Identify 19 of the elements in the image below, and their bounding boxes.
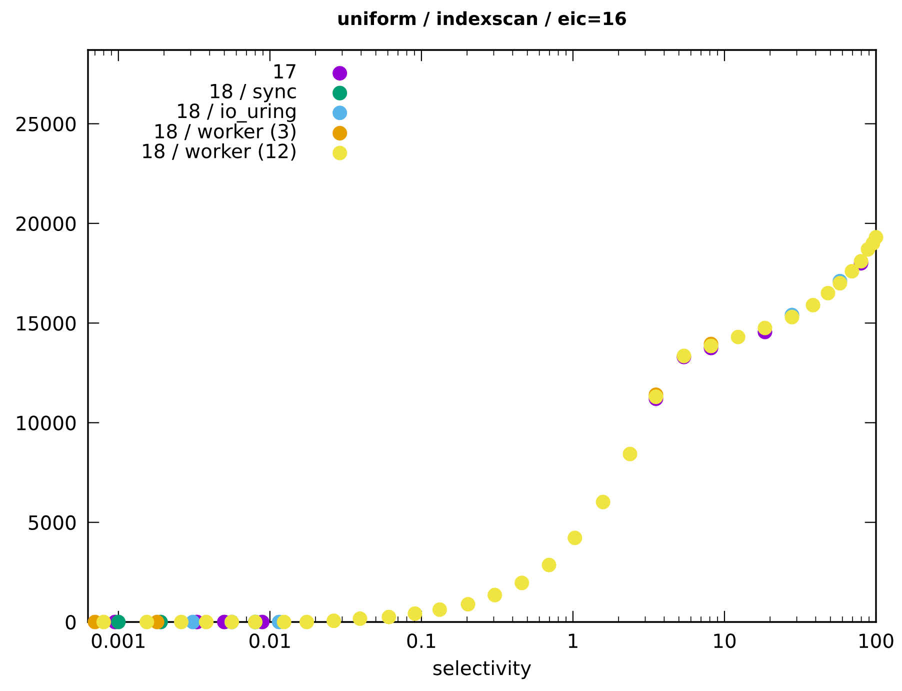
x-axis-title: selectivity (433, 660, 532, 680)
legend-label: 18 / io_uring (178, 103, 296, 123)
legend-label: 17 (274, 64, 296, 78)
legend-label: 18 / worker (3) (156, 124, 296, 141)
y-tick-label: 10000 (17, 416, 76, 430)
x-tick-label: 0.01 (250, 633, 290, 648)
legend-label: 18 / sync (210, 84, 296, 102)
y-tick-label: 25000 (16, 116, 76, 132)
x-tick-label: 100 (860, 633, 894, 648)
x-tick-label: 1 (568, 634, 578, 648)
x-tick-label: 0.001 (92, 633, 144, 648)
y-tick-label: 15000 (17, 316, 76, 331)
y-tick-label: 20000 (16, 216, 76, 232)
legend-label: 18 / worker (12) (143, 143, 296, 161)
x-tick-label: 0.1 (407, 633, 436, 648)
chart-title: uniform / indexscan / eic=16 (338, 11, 626, 27)
y-tick-label: 0 (66, 614, 76, 630)
y-tick-label: 5000 (28, 515, 76, 530)
x-tick-label: 10 (714, 633, 736, 648)
